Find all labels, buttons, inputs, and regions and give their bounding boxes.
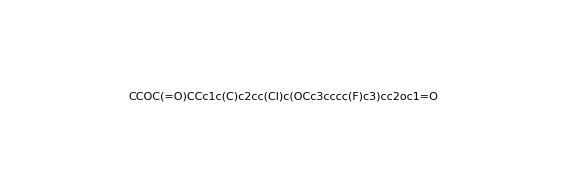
Text: CCOC(=O)CCc1c(C)c2cc(Cl)c(OCc3cccc(F)c3)cc2oc1=O: CCOC(=O)CCc1c(C)c2cc(Cl)c(OCc3cccc(F)c3)… xyxy=(128,92,438,102)
